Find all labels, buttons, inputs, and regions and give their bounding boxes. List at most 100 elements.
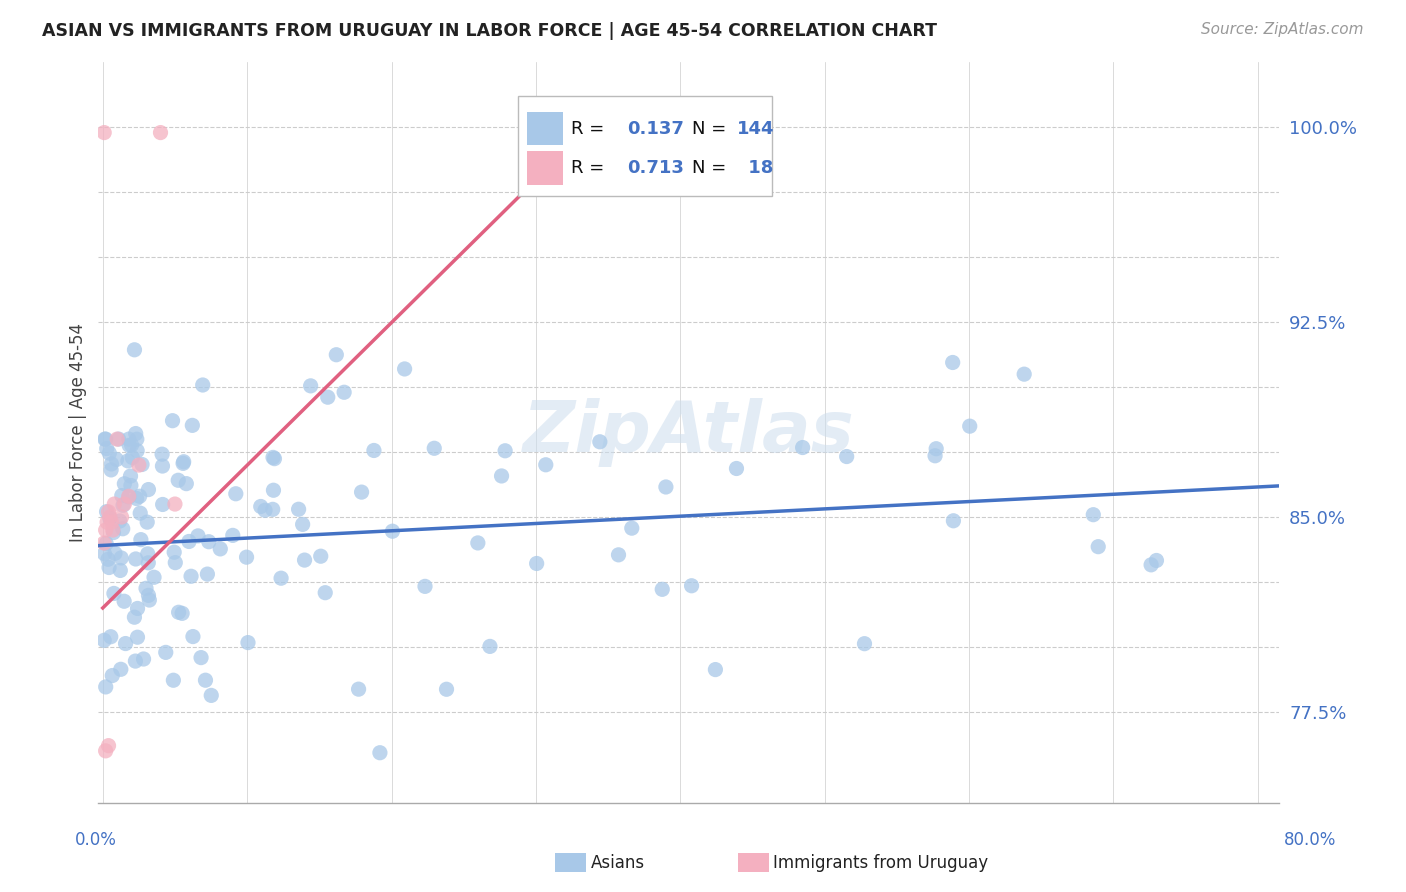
- Point: [124, 654, 146, 668]
- Point: [181, 630, 204, 644]
- Text: Source: ZipAtlas.com: Source: ZipAtlas.com: [1201, 22, 1364, 37]
- Point: [314, 585, 336, 599]
- Point: [103, 497, 125, 511]
- Text: 144: 144: [737, 120, 775, 138]
- Point: [121, 438, 143, 452]
- Point: [853, 637, 876, 651]
- Point: [100, 630, 122, 644]
- Point: [96, 515, 118, 529]
- Point: [143, 570, 166, 584]
- Point: [118, 489, 141, 503]
- Point: [93, 126, 115, 140]
- Point: [165, 556, 187, 570]
- Point: [93, 547, 115, 561]
- Point: [112, 594, 135, 608]
- Point: [94, 432, 117, 446]
- Point: [129, 506, 152, 520]
- Point: [235, 550, 257, 565]
- Point: [262, 450, 284, 465]
- Point: [138, 483, 160, 497]
- Point: [1087, 540, 1109, 554]
- Point: [478, 640, 501, 654]
- Point: [209, 541, 232, 556]
- Point: [1012, 367, 1035, 381]
- Point: [128, 489, 150, 503]
- Point: [249, 500, 271, 514]
- Point: [112, 498, 135, 512]
- Point: [924, 449, 946, 463]
- Point: [129, 533, 152, 547]
- Point: [704, 663, 727, 677]
- Point: [333, 385, 356, 400]
- Point: [309, 549, 332, 564]
- Point: [494, 443, 516, 458]
- Point: [125, 552, 148, 566]
- Point: [177, 534, 200, 549]
- Point: [120, 478, 142, 492]
- Point: [681, 579, 703, 593]
- FancyBboxPatch shape: [517, 95, 772, 195]
- Point: [163, 497, 186, 511]
- Point: [1083, 508, 1105, 522]
- Point: [436, 682, 458, 697]
- Point: [98, 560, 121, 574]
- Point: [942, 355, 965, 369]
- Point: [107, 432, 129, 446]
- Text: Immigrants from Uruguay: Immigrants from Uruguay: [773, 854, 988, 871]
- Point: [198, 534, 221, 549]
- Point: [94, 523, 117, 537]
- Point: [792, 441, 814, 455]
- Text: 0.137: 0.137: [627, 120, 685, 138]
- Point: [112, 476, 135, 491]
- Point: [299, 379, 322, 393]
- Point: [350, 485, 373, 500]
- Point: [491, 469, 513, 483]
- Point: [197, 567, 219, 582]
- Point: [347, 682, 370, 697]
- Point: [124, 343, 146, 357]
- Text: ZipAtlas: ZipAtlas: [523, 398, 855, 467]
- Point: [176, 476, 198, 491]
- Point: [94, 432, 117, 446]
- Point: [222, 528, 245, 542]
- Point: [94, 680, 117, 694]
- Point: [94, 744, 117, 758]
- Point: [225, 487, 247, 501]
- Text: 80.0%: 80.0%: [1284, 831, 1337, 849]
- Point: [526, 557, 548, 571]
- Text: 0.0%: 0.0%: [75, 831, 117, 849]
- Point: [104, 546, 127, 560]
- Point: [131, 458, 153, 472]
- Point: [291, 517, 314, 532]
- Point: [128, 458, 150, 472]
- Point: [127, 601, 149, 615]
- Text: N =: N =: [693, 120, 727, 138]
- Point: [162, 414, 184, 428]
- Point: [125, 491, 148, 506]
- Point: [97, 739, 120, 753]
- Point: [110, 510, 132, 524]
- Point: [93, 633, 115, 648]
- Point: [100, 463, 122, 477]
- Point: [942, 514, 965, 528]
- Point: [725, 461, 748, 475]
- Point: [98, 511, 121, 525]
- Point: [262, 502, 284, 516]
- Point: [173, 455, 195, 469]
- Point: [191, 378, 214, 392]
- Point: [959, 419, 981, 434]
- Point: [150, 447, 173, 461]
- Point: [1146, 553, 1168, 567]
- Point: [138, 593, 160, 607]
- Point: [138, 588, 160, 602]
- Point: [105, 432, 128, 446]
- Point: [172, 456, 194, 470]
- Point: [135, 582, 157, 596]
- Point: [167, 473, 190, 487]
- Point: [105, 452, 128, 467]
- Point: [136, 556, 159, 570]
- Point: [136, 515, 159, 529]
- Text: N =: N =: [693, 159, 727, 177]
- Point: [97, 552, 120, 566]
- Point: [96, 505, 118, 519]
